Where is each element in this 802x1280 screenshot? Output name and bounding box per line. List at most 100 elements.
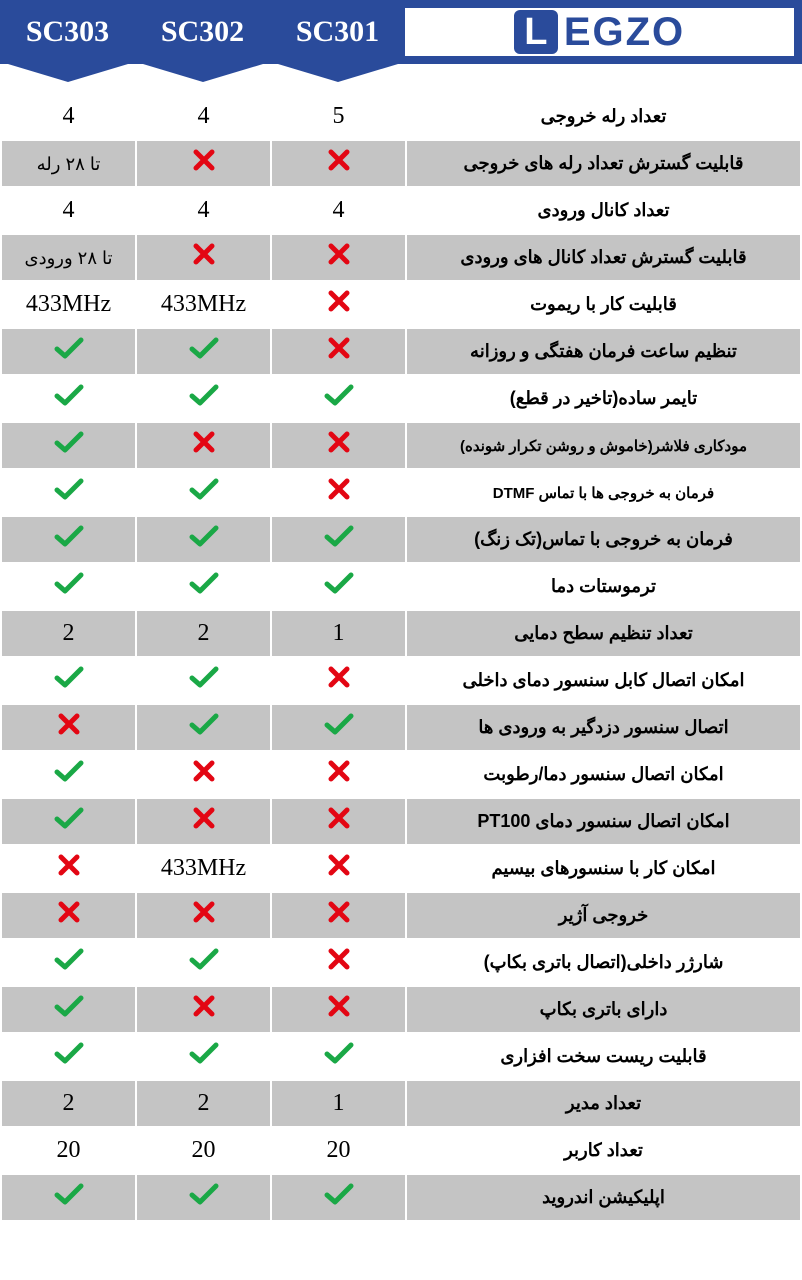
check-icon — [324, 384, 354, 406]
cross-icon — [328, 807, 350, 829]
feature-label: قابلیت گسترش تعداد کانال های ورودی — [406, 234, 801, 281]
feature-label: تایمر ساده(تاخیر در قطع) — [406, 375, 801, 422]
table-row: 221تعداد مدیر — [1, 1080, 801, 1127]
cell-sc301 — [271, 469, 406, 516]
table-row: ترموستات دما — [1, 563, 801, 610]
cell-sc303: 2 — [1, 1080, 136, 1127]
cross-icon — [328, 478, 350, 500]
cell-sc302 — [136, 516, 271, 563]
cell-value: 4 — [63, 103, 75, 129]
cell-value: 1 — [333, 1090, 345, 1116]
table-row: امکان اتصال سنسور دمای PT100 — [1, 798, 801, 845]
check-icon — [189, 337, 219, 359]
table-row: دارای باتری بکاپ — [1, 986, 801, 1033]
cell-sc302 — [136, 751, 271, 798]
model-col-sc301: SC301 — [270, 0, 405, 64]
cell-value: 20 — [57, 1137, 81, 1163]
cell-sc301 — [271, 1174, 406, 1221]
cell-sc303 — [1, 751, 136, 798]
cell-sc303 — [1, 563, 136, 610]
check-icon — [54, 807, 84, 829]
check-icon — [54, 1042, 84, 1064]
cross-icon — [328, 431, 350, 453]
table-row: تا ۲۸ ورودیقابلیت گسترش تعداد کانال های … — [1, 234, 801, 281]
cell-value: 2 — [198, 1090, 210, 1116]
feature-label: قابلیت گسترش تعداد رله های خروجی — [406, 140, 801, 187]
feature-label: فرمان به خروجی ها با تماس DTMF — [406, 469, 801, 516]
cell-sc301 — [271, 234, 406, 281]
cell-sc301 — [271, 892, 406, 939]
check-icon — [189, 666, 219, 688]
check-icon — [189, 478, 219, 500]
check-icon — [189, 713, 219, 735]
feature-label: دارای باتری بکاپ — [406, 986, 801, 1033]
cell-sc303 — [1, 657, 136, 704]
cell-sc302: 433MHz — [136, 845, 271, 892]
check-icon — [54, 431, 84, 453]
cross-icon — [193, 243, 215, 265]
cross-icon — [58, 854, 80, 876]
check-icon — [189, 1183, 219, 1205]
table-row: اپلیکیشن اندروید — [1, 1174, 801, 1221]
cell-sc302: 2 — [136, 610, 271, 657]
cell-sc303 — [1, 516, 136, 563]
feature-label: قابلیت ریست سخت افزاری — [406, 1033, 801, 1080]
chevron-down-icon — [278, 64, 398, 82]
cell-sc301 — [271, 1033, 406, 1080]
cell-sc303 — [1, 986, 136, 1033]
table-row: امکان اتصال کابل سنسور دمای داخلی — [1, 657, 801, 704]
cell-sc303: 433MHz — [1, 281, 136, 328]
cell-sc302 — [136, 1174, 271, 1221]
feature-label: تعداد تنظیم سطح دمایی — [406, 610, 801, 657]
check-icon — [54, 572, 84, 594]
cross-icon — [193, 760, 215, 782]
check-icon — [54, 384, 84, 406]
brand-logo-text: EGZO — [564, 10, 685, 55]
table-row: 433MHz 433MHz قابلیت کار با ریموت — [1, 281, 801, 328]
cell-sc303: 2 — [1, 610, 136, 657]
cross-icon — [328, 948, 350, 970]
comparison-table: 445تعداد رله خروجیتا ۲۸ رلهقابلیت گسترش … — [0, 92, 802, 1222]
cross-icon — [193, 807, 215, 829]
table-row: مودکاری فلاشر(خاموش و روشن تکرار شونده) — [1, 422, 801, 469]
cell-value: 433MHz — [161, 855, 246, 881]
check-icon — [54, 478, 84, 500]
cell-sc301 — [271, 516, 406, 563]
feature-label: قابلیت کار با ریموت — [406, 281, 801, 328]
cell-sc302 — [136, 422, 271, 469]
cross-icon — [58, 713, 80, 735]
feature-label: امکان اتصال سنسور دما/رطوبت — [406, 751, 801, 798]
feature-label: خروجی آژیر — [406, 892, 801, 939]
cell-sc303 — [1, 1033, 136, 1080]
feature-label: امکان اتصال سنسور دمای PT100 — [406, 798, 801, 845]
cell-sc302 — [136, 939, 271, 986]
cell-sc303: تا ۲۸ رله — [1, 140, 136, 187]
model-label: SC303 — [26, 15, 109, 49]
cell-sc303 — [1, 892, 136, 939]
cell-sc303: 20 — [1, 1127, 136, 1174]
check-icon — [54, 948, 84, 970]
feature-label: اتصال سنسور دزدگیر به ورودی ها — [406, 704, 801, 751]
cell-sc301 — [271, 657, 406, 704]
cell-sc302: 4 — [136, 93, 271, 140]
feature-label: امکان کار با سنسورهای بیسیم — [406, 845, 801, 892]
cross-icon — [193, 431, 215, 453]
cell-sc301 — [271, 281, 406, 328]
cross-icon — [58, 901, 80, 923]
cell-sc302: 4 — [136, 187, 271, 234]
table-row: خروجی آژیر — [1, 892, 801, 939]
table-row: 445تعداد رله خروجی — [1, 93, 801, 140]
brand-logo-initial: L — [514, 10, 558, 54]
cross-icon — [328, 149, 350, 171]
cell-sc301 — [271, 704, 406, 751]
cross-icon — [193, 901, 215, 923]
cell-value: 433MHz — [161, 291, 246, 317]
feature-label: تعداد کاربر — [406, 1127, 801, 1174]
feature-label: تعداد رله خروجی — [406, 93, 801, 140]
model-label: SC302 — [161, 15, 244, 49]
chevron-down-icon — [8, 64, 128, 82]
check-icon — [189, 384, 219, 406]
check-icon — [324, 525, 354, 547]
table-row: اتصال سنسور دزدگیر به ورودی ها — [1, 704, 801, 751]
cell-sc303 — [1, 704, 136, 751]
